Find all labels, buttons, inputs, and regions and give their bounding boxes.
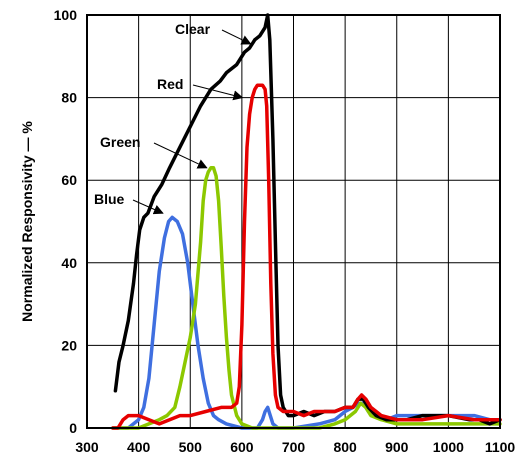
- x-tick-label-300: 300: [75, 439, 99, 455]
- y-tick-label-20: 20: [61, 337, 77, 353]
- annotation-arrow-green: [153, 142, 208, 169]
- x-tick-label-1100: 1100: [485, 439, 516, 455]
- x-tick-label-1000: 1000: [433, 439, 464, 455]
- annotation-label-green: Green: [100, 134, 140, 150]
- series-group: [111, 13, 502, 430]
- x-tick-label-400: 400: [127, 439, 151, 455]
- x-tick-label-600: 600: [230, 439, 254, 455]
- grid: [87, 15, 500, 428]
- series-line-blue: [111, 215, 502, 430]
- series-line-clear: [113, 13, 502, 426]
- annotation-arrow-red: [192, 84, 244, 101]
- annotation-arrow-clear: [221, 29, 252, 45]
- annotation-label-red: Red: [157, 76, 183, 92]
- tick-labels: 300 400 500 600 700 800 900 1000 1100 0 20 40 60 80 10…: [54, 7, 516, 455]
- y-tick-label-80: 80: [61, 90, 77, 106]
- y-tick-label-60: 60: [61, 172, 77, 188]
- plot-frame: [86, 14, 501, 429]
- y-tick-label-100: 100: [54, 7, 78, 23]
- series-line-green: [111, 166, 502, 430]
- annotation-label-blue: Blue: [94, 191, 125, 207]
- annotation-label-clear: Clear: [175, 21, 211, 37]
- y-tick-label-0: 0: [69, 420, 77, 436]
- x-tick-label-900: 900: [385, 439, 409, 455]
- y-axis-title: Normalized Responsivity — %: [19, 121, 35, 322]
- x-tick-label-700: 700: [282, 439, 306, 455]
- x-tick-label-500: 500: [179, 439, 203, 455]
- x-tick-label-800: 800: [333, 439, 357, 455]
- series-line-red: [111, 83, 502, 430]
- y-tick-label-40: 40: [61, 255, 77, 271]
- annotation-arrow-blue: [132, 199, 164, 215]
- series-annotations: Clear Red Green Blue: [94, 21, 252, 215]
